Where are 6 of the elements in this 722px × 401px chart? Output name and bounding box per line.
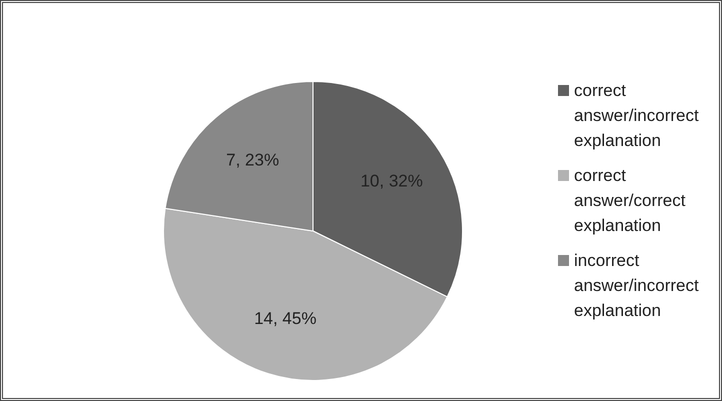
legend-label: correct answer/incorrect explanation bbox=[574, 80, 700, 152]
data-label: 14, 45% bbox=[254, 309, 316, 328]
data-label: 7, 23% bbox=[226, 150, 280, 170]
legend-label: incorrect answer/incorrect explanation bbox=[574, 250, 700, 322]
data-label: 10, 32% bbox=[360, 172, 423, 191]
legend-label: correct answer/correct explanation bbox=[574, 165, 686, 237]
